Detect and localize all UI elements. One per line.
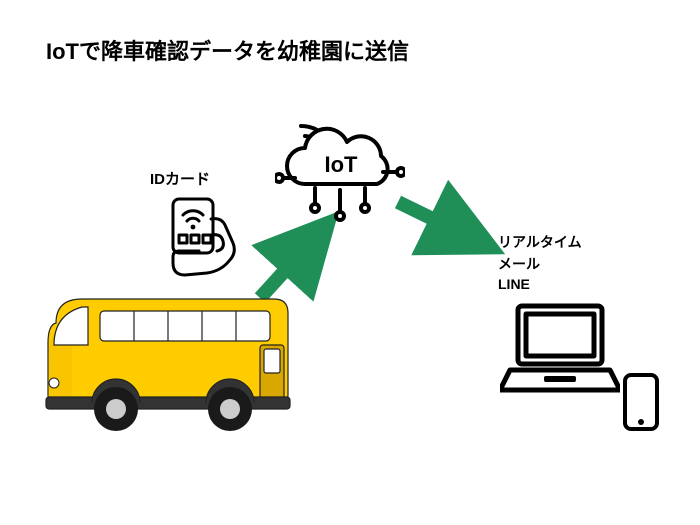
idcard-hand-icon (165, 195, 237, 277)
arrows-layer (0, 0, 700, 525)
arrow-cloud-to-devices (398, 202, 480, 242)
diagram-stage: IoTで降車確認データを幼稚園に送信 IDカード リアルタイム メール LINE (0, 0, 700, 525)
label-realtime: リアルタイム (498, 232, 582, 252)
phone-icon (622, 372, 660, 432)
label-line: LINE (498, 276, 530, 292)
label-mail: メール (498, 254, 540, 274)
page-title: IoTで降車確認データを幼稚園に送信 (46, 34, 409, 66)
iot-cloud-icon: IoT (275, 112, 405, 222)
iot-label: IoT (325, 152, 359, 177)
laptop-icon (500, 300, 620, 400)
bus-icon (38, 285, 298, 440)
label-idcard: IDカード (150, 168, 210, 189)
